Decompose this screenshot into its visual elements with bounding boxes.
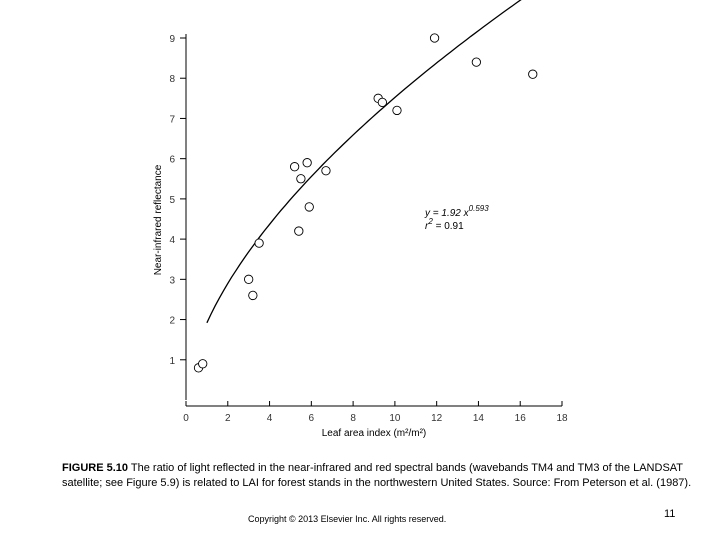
x-tick-label: 6 (309, 413, 315, 424)
figure-caption: FIGURE 5.10 The ratio of light reflected… (62, 461, 702, 491)
fit-r2-sup: 2 (427, 217, 433, 226)
data-point (294, 226, 304, 236)
data-point (244, 274, 254, 284)
fit-equation-exponent: 0.593 (469, 204, 490, 213)
fit-layer (206, 0, 522, 324)
x-tick-label: 2 (225, 413, 231, 424)
fit-equation: y = 1.92 x0.593 (424, 204, 489, 219)
y-tick-label: 4 (169, 235, 175, 246)
x-tick-label: 0 (183, 413, 189, 424)
y-tick-label: 7 (169, 114, 175, 125)
x-tick-label: 16 (515, 413, 527, 424)
x-tick-label: 8 (350, 413, 356, 424)
x-tick-label: 12 (431, 413, 443, 424)
data-point (528, 69, 538, 79)
figure-caption-text: The ratio of light reflected in the near… (62, 462, 692, 489)
data-point (321, 166, 331, 176)
y-tick-label: 1 (169, 356, 175, 367)
fit-r2-value: = 0.91 (433, 221, 464, 232)
x-tick-label: 14 (473, 413, 485, 424)
data-point (429, 33, 440, 43)
y-axis-label: Near-infrared reflectance (153, 164, 164, 275)
data-point (254, 238, 264, 248)
x-tick-label: 4 (267, 413, 273, 424)
data-point (377, 97, 388, 108)
x-tick-label: 18 (556, 413, 568, 424)
data-point (296, 174, 306, 184)
data-point (304, 202, 314, 212)
y-tick-label: 8 (169, 74, 175, 85)
x-axis-label: Leaf area index (m²/m²) (322, 428, 426, 439)
points-layer (193, 33, 538, 373)
y-tick-label: 3 (169, 275, 175, 286)
fit-r2: r2 = 0.91 (425, 217, 464, 232)
x-tick-label: 10 (389, 413, 401, 424)
data-point (248, 290, 258, 301)
page-number: 11 (664, 508, 676, 520)
y-tick-label: 6 (169, 155, 175, 166)
data-point (471, 57, 482, 67)
figure-caption-label: FIGURE 5.10 (62, 462, 129, 474)
data-point (302, 158, 312, 168)
data-point (289, 162, 300, 172)
data-point (198, 359, 208, 369)
copyright-notice: Copyright © 2013 Elsevier Inc. All right… (248, 514, 447, 524)
fit-equation-main: y = 1.92 x (424, 208, 470, 219)
fit-r2-prefix: r (425, 221, 429, 232)
fit-curve (206, 0, 522, 324)
y-tick-label: 2 (169, 316, 175, 327)
data-point (392, 105, 402, 116)
y-tick-label: 9 (169, 34, 175, 45)
y-tick-label: 5 (169, 195, 175, 206)
